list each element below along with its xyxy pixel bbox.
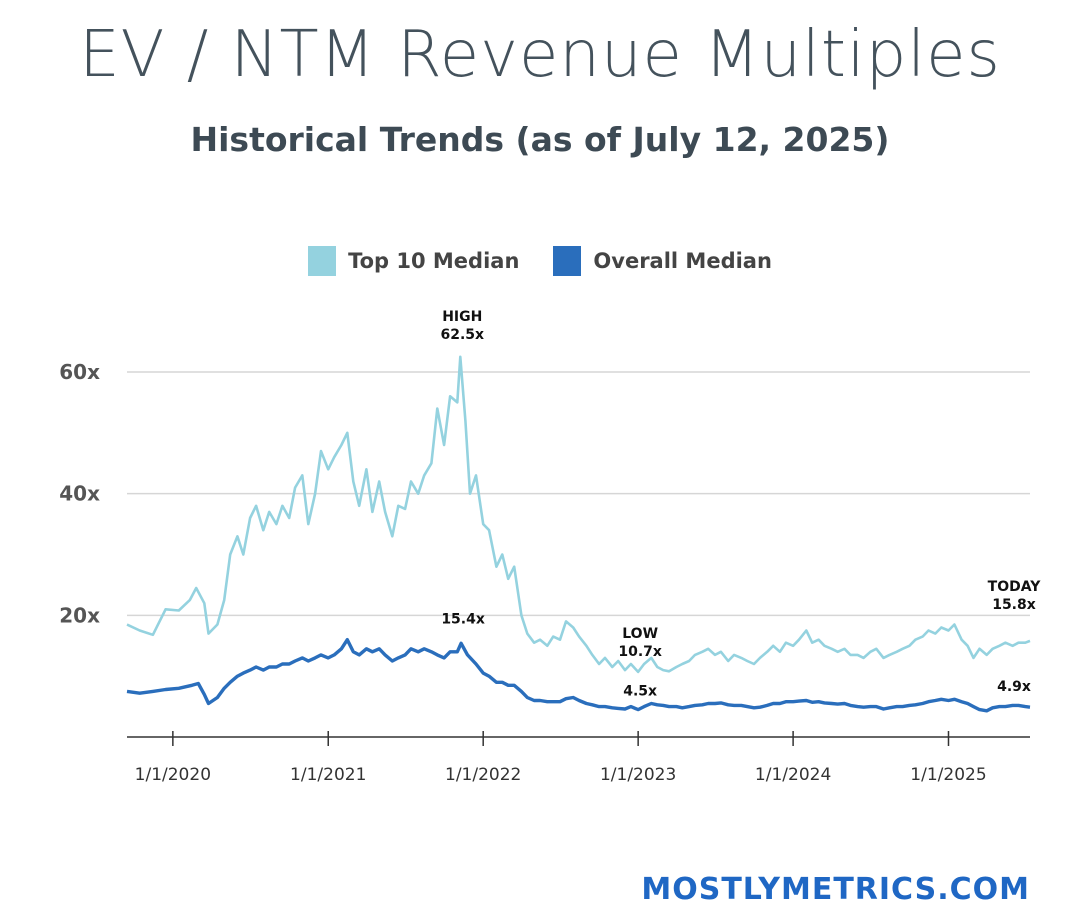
legend-label-overall: Overall Median <box>593 249 772 273</box>
series-line-top10 <box>126 355 1031 674</box>
overall-today-label: 4.9x <box>997 679 1031 695</box>
y-tick-label: 40x <box>59 482 100 506</box>
y-tick-label: 20x <box>59 603 100 627</box>
legend: Top 10 Median Overall Median <box>0 246 1080 276</box>
y-tick-label: 60x <box>59 360 100 384</box>
legend-item-top10[interactable]: Top 10 Median <box>308 246 519 276</box>
brand-footer: MOSTLYMETRICS.COM <box>641 872 1030 907</box>
today-label: TODAY <box>988 579 1042 595</box>
series-line-overall <box>126 638 1031 713</box>
overall-peak-label: 15.4x <box>441 611 485 627</box>
x-tick-label: 1/1/2025 <box>910 765 986 785</box>
legend-label-top10: Top 10 Median <box>348 249 520 273</box>
legend-item-overall[interactable]: Overall Median <box>553 246 772 276</box>
legend-swatch-overall <box>553 246 582 276</box>
x-tick-label: 1/1/2022 <box>445 765 521 785</box>
low-label: 10.7x <box>618 644 662 660</box>
overall-low-label: 4.5x <box>623 684 657 700</box>
x-tick-label: 1/1/2023 <box>600 765 676 785</box>
today-label: 15.8x <box>992 597 1036 613</box>
x-tick-label: 1/1/2024 <box>755 765 831 785</box>
legend-swatch-top10 <box>308 246 337 276</box>
high-label: HIGH <box>442 309 482 325</box>
chart-subtitle: Historical Trends (as of July 12, 2025) <box>190 120 890 159</box>
x-tick-label: 1/1/2021 <box>290 765 366 785</box>
x-tick-label: 1/1/2020 <box>135 765 211 785</box>
high-label: 62.5x <box>440 327 484 343</box>
low-label: LOW <box>622 626 658 642</box>
chart-title: EV / NTM Revenue Multiples <box>79 18 1001 92</box>
